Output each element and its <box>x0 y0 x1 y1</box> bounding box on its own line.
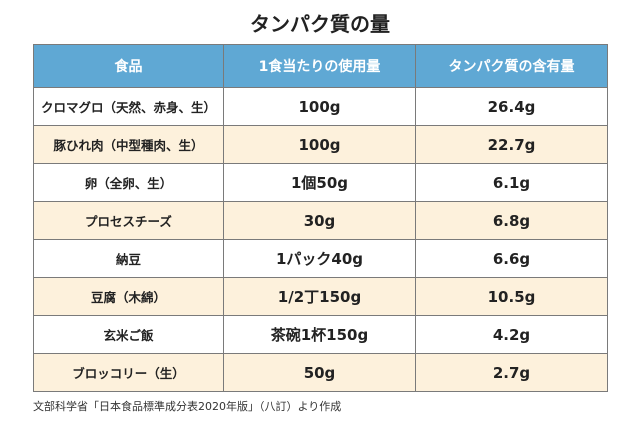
protein-cell: 2.7g <box>415 353 608 392</box>
protein-cell: 6.8g <box>415 201 608 240</box>
table-row: 豆腐（木綿） 1/2丁150g 10.5g <box>33 277 608 316</box>
table-row: 玄米ご飯 茶碗1杯150g 4.2g <box>33 315 608 354</box>
table-row: 卵（全卵、生） 1個50g 6.1g <box>33 163 608 202</box>
source-note: 文部科学省「日本食品標準成分表2020年版」（八訂）より作成 <box>33 400 342 413</box>
food-cell: 玄米ご飯 <box>33 315 224 354</box>
table-row: クロマグロ（天然、赤身、生） 100g 26.4g <box>33 87 608 126</box>
header-protein: タンパク質の含有量 <box>415 44 608 88</box>
food-cell: 納豆 <box>33 239 224 278</box>
amount-cell: 100g <box>223 125 416 164</box>
amount-cell: 50g <box>223 353 416 392</box>
amount-cell: 茶碗1杯150g <box>223 315 416 354</box>
amount-cell: 100g <box>223 87 416 126</box>
header-food: 食品 <box>33 44 224 88</box>
amount-cell: 1個50g <box>223 163 416 202</box>
table-row: プロセスチーズ 30g 6.8g <box>33 201 608 240</box>
food-cell: ブロッコリー（生） <box>33 353 224 392</box>
protein-cell: 26.4g <box>415 87 608 126</box>
food-cell: クロマグロ（天然、赤身、生） <box>33 87 224 126</box>
table-row: 納豆 1パック40g 6.6g <box>33 239 608 278</box>
food-cell: プロセスチーズ <box>33 201 224 240</box>
protein-cell: 4.2g <box>415 315 608 354</box>
food-cell: 豆腐（木綿） <box>33 277 224 316</box>
header-row: 食品 1食当たりの使用量 タンパク質の含有量 <box>33 44 608 88</box>
amount-cell: 30g <box>223 201 416 240</box>
protein-cell: 6.1g <box>415 163 608 202</box>
table-header: 食品 1食当たりの使用量 タンパク質の含有量 <box>33 44 608 88</box>
protein-table: 食品 1食当たりの使用量 タンパク質の含有量 クロマグロ（天然、赤身、生） 10… <box>33 44 608 392</box>
amount-cell: 1/2丁150g <box>223 277 416 316</box>
protein-cell: 6.6g <box>415 239 608 278</box>
protein-cell: 22.7g <box>415 125 608 164</box>
amount-cell: 1パック40g <box>223 239 416 278</box>
table-row: 豚ひれ肉（中型種肉、生） 100g 22.7g <box>33 125 608 164</box>
protein-cell: 10.5g <box>415 277 608 316</box>
header-amount: 1食当たりの使用量 <box>223 44 416 88</box>
page-title: タンパク質の量 <box>250 12 390 36</box>
food-cell: 豚ひれ肉（中型種肉、生） <box>33 125 224 164</box>
table-row: ブロッコリー（生） 50g 2.7g <box>33 353 608 392</box>
table-body: クロマグロ（天然、赤身、生） 100g 26.4g 豚ひれ肉（中型種肉、生） 1… <box>33 87 608 392</box>
food-cell: 卵（全卵、生） <box>33 163 224 202</box>
